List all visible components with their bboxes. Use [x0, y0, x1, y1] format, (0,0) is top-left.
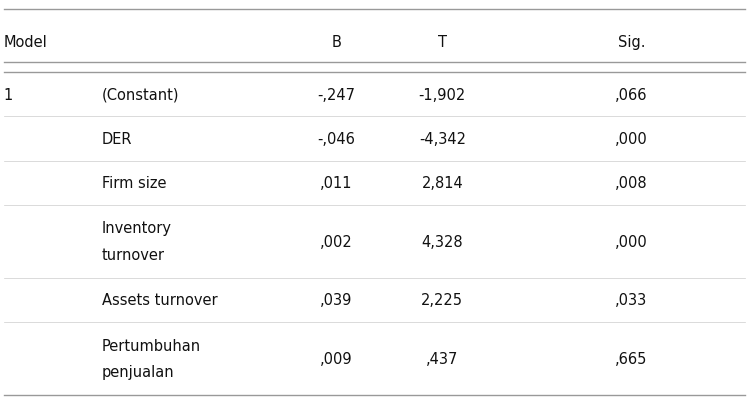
- Text: Inventory: Inventory: [102, 221, 172, 236]
- Text: -1,902: -1,902: [419, 87, 466, 102]
- Text: B: B: [331, 35, 342, 50]
- Text: T: T: [438, 35, 447, 50]
- Text: ,008: ,008: [615, 176, 648, 191]
- Text: ,437: ,437: [426, 351, 458, 366]
- Text: ,039: ,039: [321, 292, 352, 307]
- Text: ,011: ,011: [321, 176, 352, 191]
- Text: Assets turnover: Assets turnover: [102, 292, 218, 307]
- Text: -,247: -,247: [318, 87, 355, 102]
- Text: Firm size: Firm size: [102, 176, 166, 191]
- Text: Pertumbuhan: Pertumbuhan: [102, 338, 201, 353]
- Text: ,000: ,000: [615, 234, 648, 249]
- Text: ,000: ,000: [615, 132, 648, 147]
- Text: -4,342: -4,342: [419, 132, 466, 147]
- Text: penjualan: penjualan: [102, 364, 175, 379]
- Text: ,002: ,002: [320, 234, 353, 249]
- Text: Model: Model: [4, 35, 48, 50]
- Text: ,665: ,665: [615, 351, 647, 366]
- Text: 2,225: 2,225: [421, 292, 463, 307]
- Text: Sig.: Sig.: [618, 35, 645, 50]
- Text: (Constant): (Constant): [102, 87, 180, 102]
- Text: -,046: -,046: [318, 132, 355, 147]
- Text: ,066: ,066: [615, 87, 647, 102]
- Text: turnover: turnover: [102, 247, 165, 262]
- Text: ,033: ,033: [615, 292, 647, 307]
- Text: 2,814: 2,814: [421, 176, 463, 191]
- Text: DER: DER: [102, 132, 132, 147]
- Text: 4,328: 4,328: [421, 234, 463, 249]
- Text: 1: 1: [4, 87, 13, 102]
- Text: ,009: ,009: [320, 351, 353, 366]
